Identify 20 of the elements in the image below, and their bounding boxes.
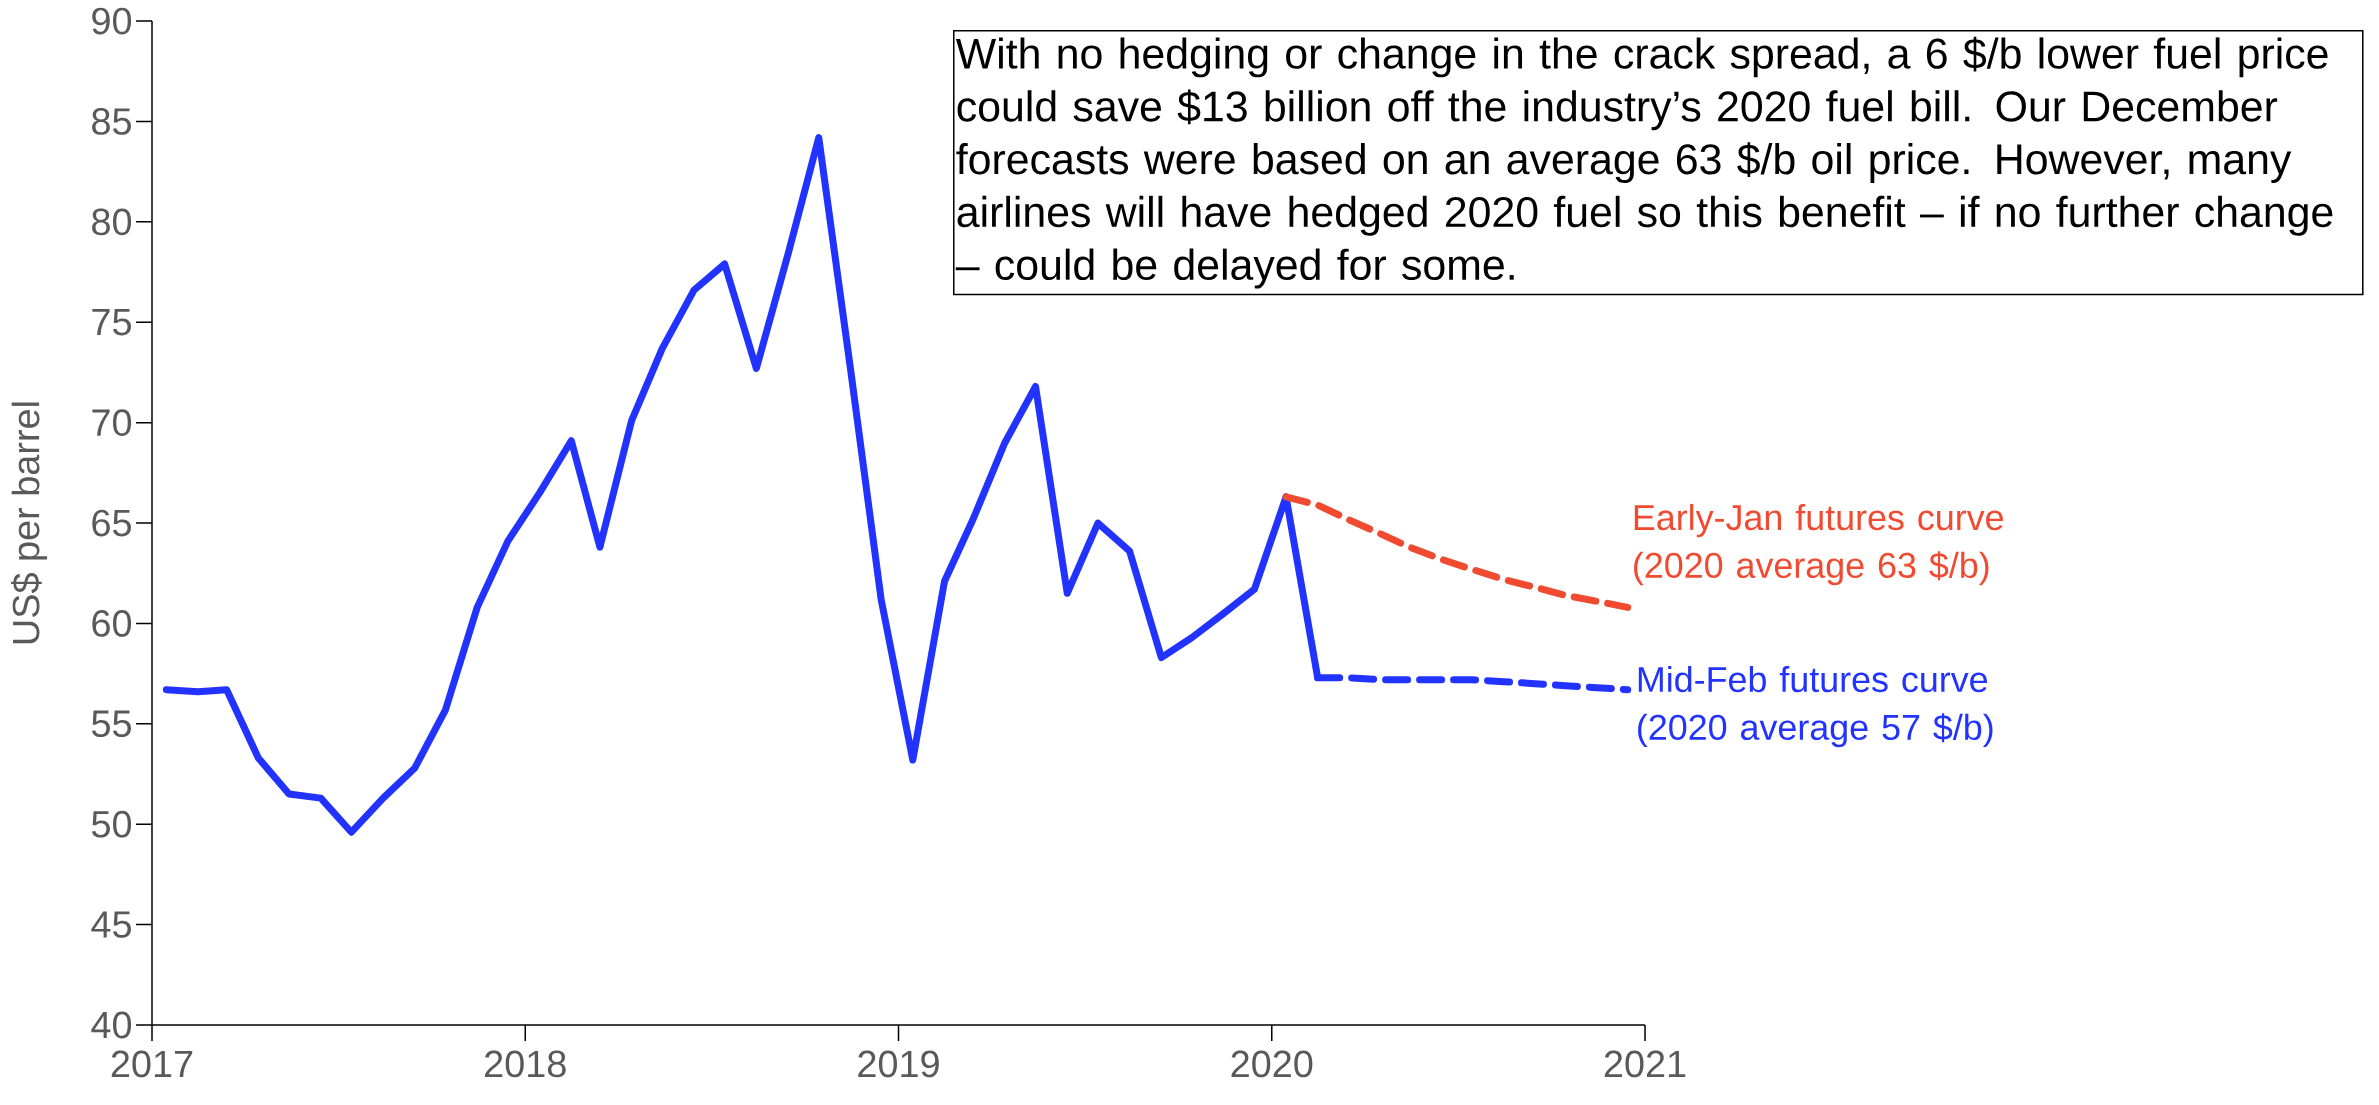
annotation: With no hedging or change in the crack spread, a 6 $/b lower fuel price could save $13 billion off the industry’s 2020 fuel bill. Our December forecasts were based on an average 63 $/b oil price. However, many airlines will have hedged 2020 fuel so this benefit – if no further change – could be delayed for some. — [955, 36, 2333, 289]
x-tick-label: 2019 — [858, 1050, 939, 1078]
y-tick-label: 90 — [92, 7, 132, 35]
y-tick-label: 45 — [91, 911, 131, 938]
x-tick-label: 2017 — [111, 1050, 193, 1078]
x-tick-label: 2021 — [1604, 1050, 1686, 1078]
y-tick-label: 50 — [91, 810, 132, 838]
y-tick-label: 70 — [92, 409, 132, 437]
y-tick-label: 80 — [92, 208, 132, 236]
series-label: Mid-Feb futures curve (2020 average 57 $/b) — [1638, 665, 1993, 748]
y-tick-label: 65 — [92, 509, 131, 537]
x-tick-label: 2020 — [1231, 1050, 1313, 1078]
y-tick-label: 85 — [92, 108, 131, 135]
y-axis-title: US$ per barrel — [11, 402, 47, 644]
y-tick-label: 55 — [91, 710, 131, 738]
y-tick-label: 60 — [92, 610, 132, 637]
x-tick-label: 2018 — [485, 1050, 566, 1078]
y-tick-label: 40 — [91, 1011, 132, 1039]
y-tick-label: 75 — [92, 309, 131, 336]
series-label: Early-Jan futures curve (2020 average 63 $/b) — [1634, 503, 2003, 586]
